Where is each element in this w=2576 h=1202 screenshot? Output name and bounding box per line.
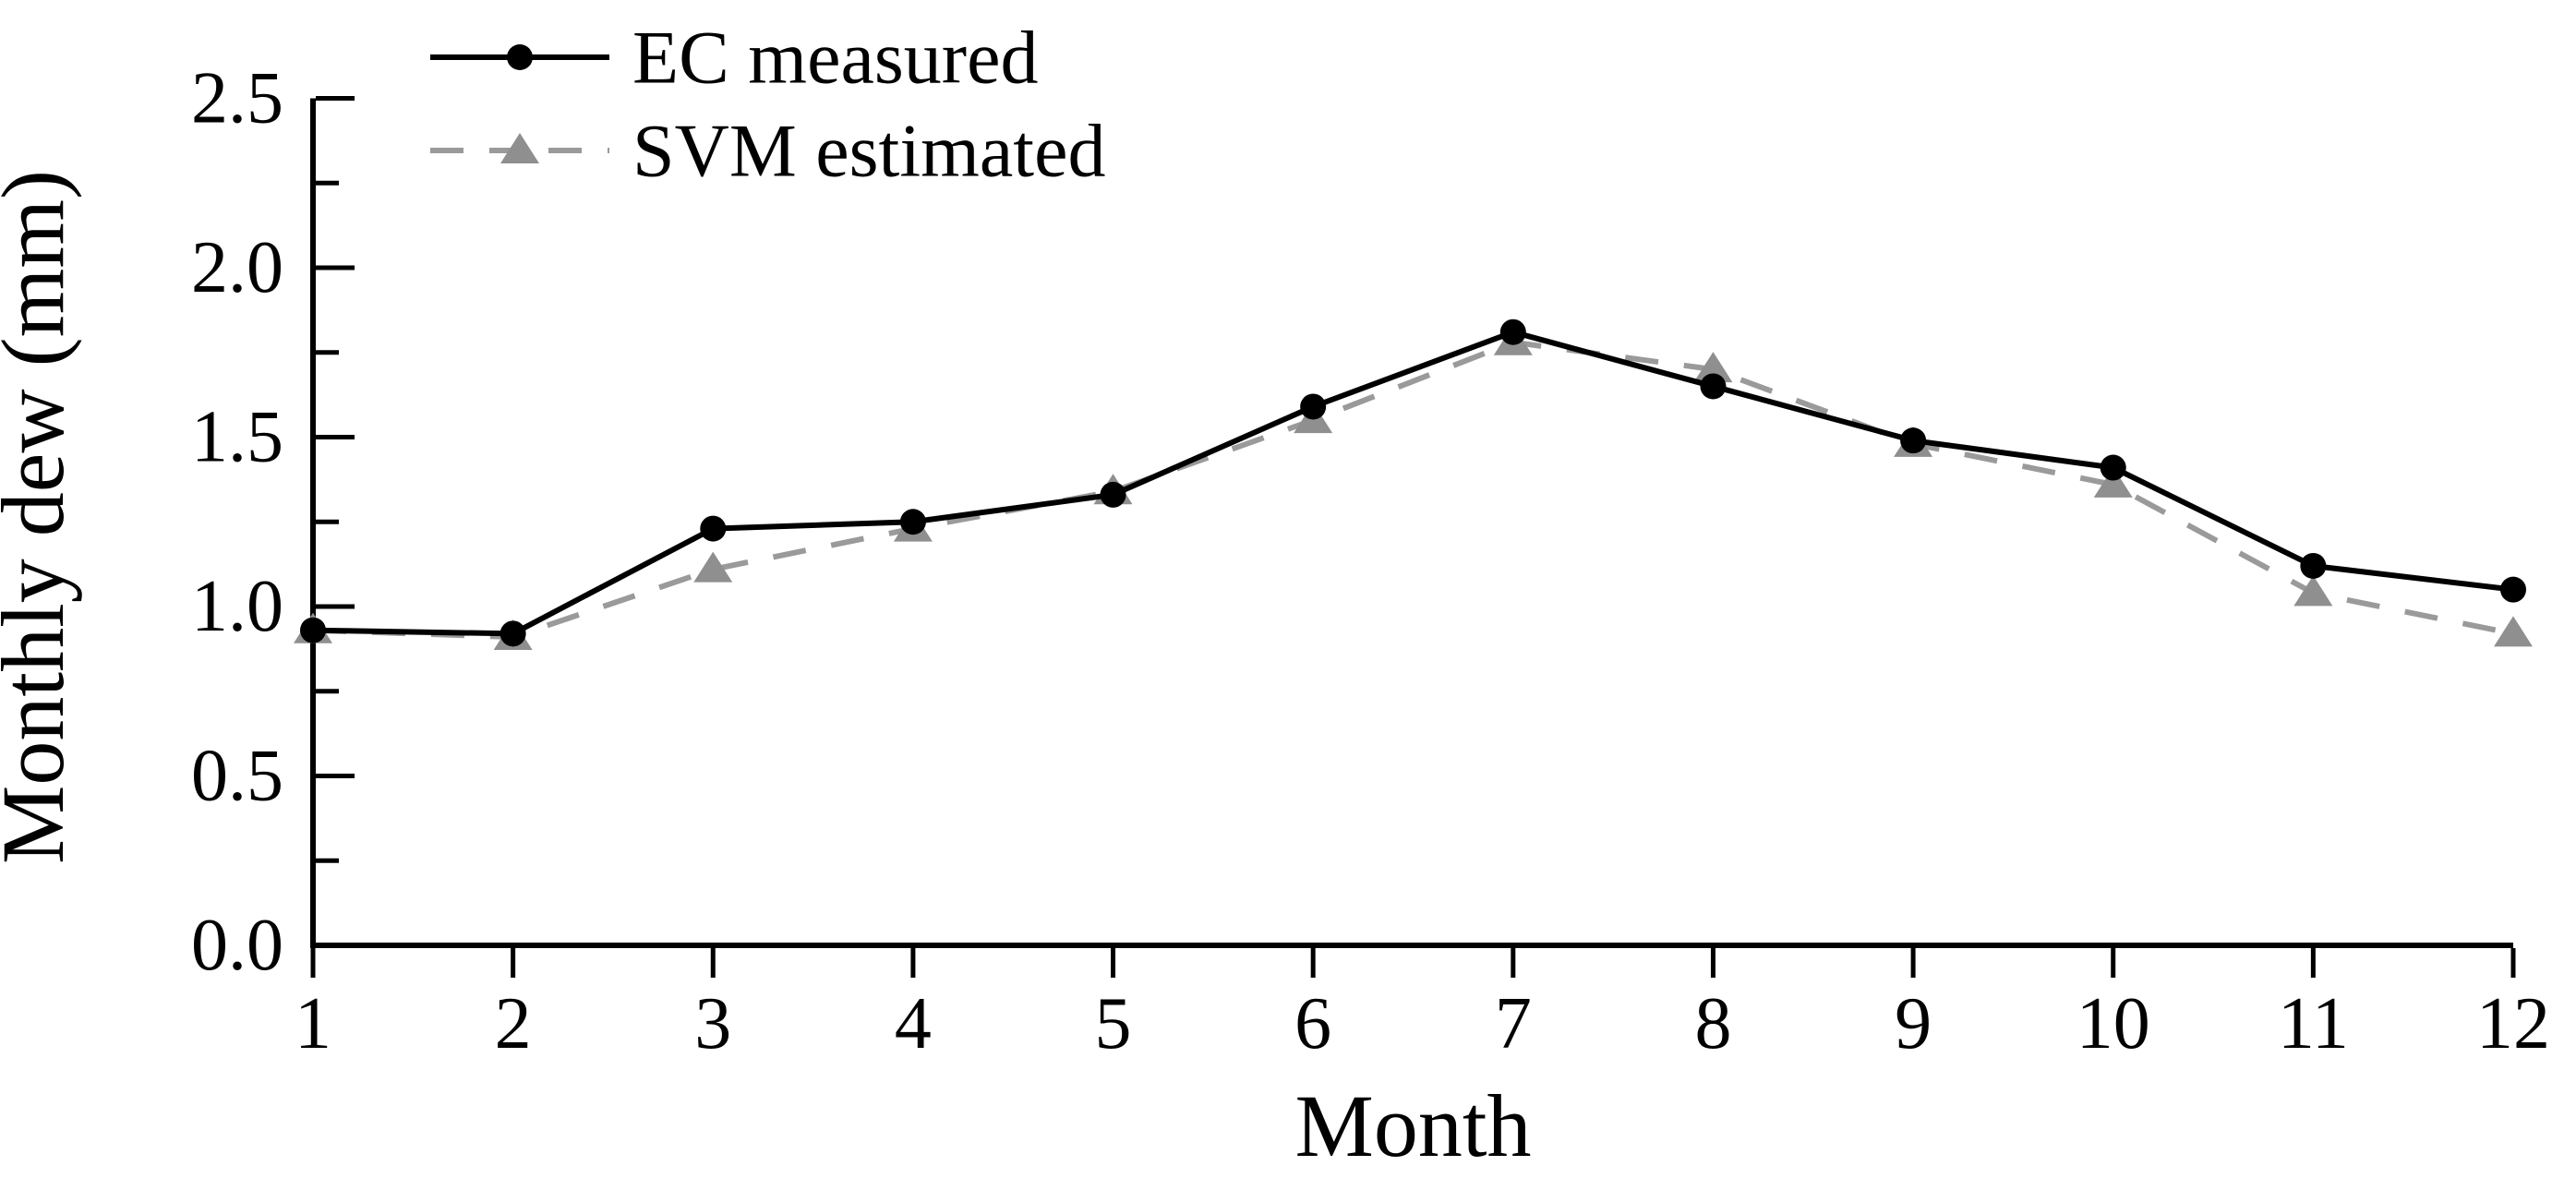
series-line xyxy=(312,329,2514,637)
y-axis-tick-label: 2.0 xyxy=(191,227,283,308)
data-point-marker xyxy=(1700,373,1727,400)
x-axis-tick-label: 1 xyxy=(295,983,331,1064)
series-ec-measured xyxy=(300,319,2526,647)
x-axis-title: Month xyxy=(1294,1076,1531,1175)
data-point-marker xyxy=(500,620,526,647)
x-axis-tick-label: 11 xyxy=(2278,983,2349,1064)
x-axis-tick-label: 10 xyxy=(2076,983,2150,1064)
x-axis-tick-label: 3 xyxy=(694,983,731,1064)
data-point-marker xyxy=(2494,616,2533,647)
x-axis-tick-label: 12 xyxy=(2476,983,2550,1064)
x-axis-tick-label: 7 xyxy=(1495,983,1532,1064)
y-axis-tick-label: 1.5 xyxy=(191,397,283,478)
data-point-marker xyxy=(1900,427,1927,454)
y-axis-tick-label: 0.0 xyxy=(191,905,283,986)
data-point-marker xyxy=(2100,454,2126,481)
data-point-marker xyxy=(1300,393,1327,420)
x-axis-tick-label: 6 xyxy=(1294,983,1331,1064)
legend-item: EC measured xyxy=(430,16,1038,100)
legend-label: SVM estimated xyxy=(632,109,1105,193)
data-point-marker xyxy=(1693,352,1733,383)
x-axis-tick-label: 5 xyxy=(1095,983,1132,1064)
data-point-marker xyxy=(2093,466,2133,498)
data-point-marker xyxy=(2293,575,2333,607)
series-svm-estimated xyxy=(294,324,2533,651)
legend-item: SVM estimated xyxy=(430,109,1105,193)
data-point-marker xyxy=(700,515,727,542)
series-line xyxy=(312,339,2514,641)
data-point-marker xyxy=(2300,552,2327,579)
legend-label: EC measured xyxy=(632,16,1038,100)
y-axis-tick-label: 1.0 xyxy=(191,566,283,647)
x-axis-tick-label: 4 xyxy=(895,983,932,1064)
x-axis-tick-label: 2 xyxy=(495,983,532,1064)
data-point-marker xyxy=(1499,319,1526,345)
data-point-marker xyxy=(1100,481,1126,508)
data-point-marker xyxy=(300,617,326,643)
axis-spines xyxy=(310,98,2513,948)
x-axis-tick-label: 9 xyxy=(1895,983,1932,1064)
data-point-marker xyxy=(899,509,926,535)
data-point-marker xyxy=(693,551,733,583)
data-point-marker xyxy=(2500,576,2526,603)
data-point-marker xyxy=(507,44,533,70)
x-axis-tick-label: 8 xyxy=(1694,983,1731,1064)
data-point-marker xyxy=(500,133,539,163)
y-axis-tick-label: 0.5 xyxy=(191,736,283,817)
y-axis-tick-label: 2.5 xyxy=(191,58,283,139)
y-axis-title: Monthly dew (mm) xyxy=(0,170,82,864)
